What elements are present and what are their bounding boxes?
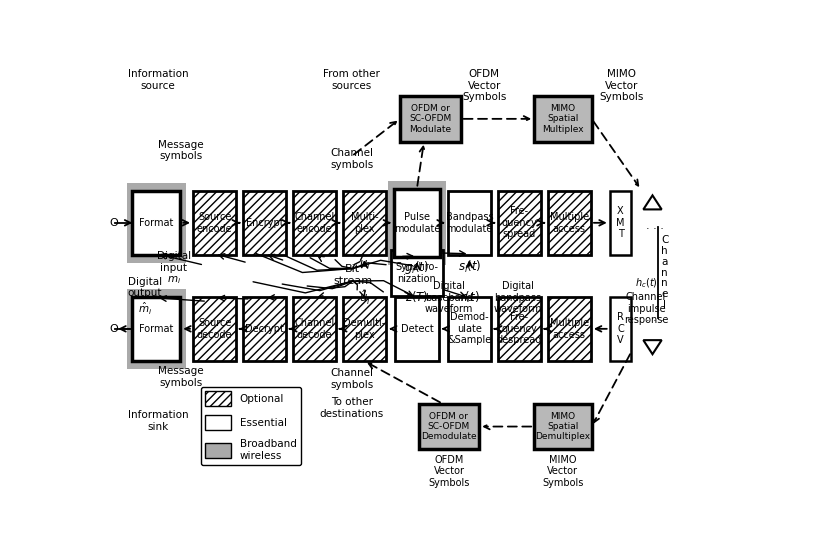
Text: Source
encode: Source encode	[197, 212, 232, 234]
Text: Demod-
ulate
&Sample: Demod- ulate &Sample	[448, 312, 491, 346]
Text: Synchro-
nization: Synchro- nization	[396, 262, 439, 284]
Text: Fre-
quency
despread: Fre- quency despread	[496, 312, 542, 346]
Polygon shape	[643, 195, 662, 210]
Text: MIMO
Spatial
Multiplex: MIMO Spatial Multiplex	[542, 104, 584, 134]
Text: $r(t)$: $r(t)$	[459, 289, 479, 305]
Bar	[497, 191, 541, 255]
Text: Information
source: Information source	[127, 69, 188, 91]
Text: Message
symbols: Message symbols	[158, 140, 203, 161]
Text: Detect: Detect	[401, 324, 434, 334]
Bar	[497, 296, 541, 361]
Text: $\hat{u}_i$: $\hat{u}_i$	[358, 289, 370, 307]
Bar	[497, 191, 541, 255]
Bar	[394, 188, 440, 257]
Legend: Optional, Essential, Broadband
wireless: Optional, Essential, Broadband wireless	[202, 387, 301, 465]
Bar	[395, 296, 439, 361]
Text: Multiple
access: Multiple access	[550, 212, 589, 234]
Text: $s_i(t)$: $s_i(t)$	[458, 259, 482, 275]
Text: Source
decode: Source decode	[197, 318, 232, 340]
Text: Digital
output
$\hat{m}_i$: Digital output $\hat{m}_i$	[127, 277, 162, 317]
Text: OFDM or
SC-OFDM
Modulate: OFDM or SC-OFDM Modulate	[409, 104, 452, 134]
Bar	[610, 296, 631, 361]
Text: $z(T)$: $z(T)$	[405, 289, 429, 305]
Bar	[292, 296, 336, 361]
Bar	[192, 191, 236, 255]
Text: Information
sink: Information sink	[127, 410, 188, 431]
Bar	[392, 250, 443, 295]
Bar	[534, 404, 591, 449]
Text: O: O	[110, 324, 118, 334]
Bar	[400, 96, 461, 141]
Bar	[292, 296, 336, 361]
Bar	[343, 296, 387, 361]
Text: Decrypt: Decrypt	[245, 324, 284, 334]
Text: Demulti-
plex: Demulti- plex	[344, 318, 386, 340]
Text: Pulse
modulate: Pulse modulate	[394, 212, 440, 234]
Text: Bit
stream: Bit stream	[334, 264, 373, 286]
Bar	[448, 296, 491, 361]
Text: Channel
symbols: Channel symbols	[330, 368, 373, 390]
Text: · · ·: · · ·	[646, 224, 664, 234]
Bar	[548, 191, 591, 255]
Text: Multi-
plex: Multi- plex	[350, 212, 378, 234]
Text: From other
sources: From other sources	[323, 69, 380, 91]
Text: MIMO
Vector
Symbols: MIMO Vector Symbols	[542, 455, 583, 488]
Text: To other
destinations: To other destinations	[320, 397, 384, 419]
Bar	[243, 296, 287, 361]
Text: R
C
V: R C V	[617, 312, 624, 346]
Bar	[292, 191, 336, 255]
Text: O: O	[110, 218, 118, 228]
Text: Message
symbols: Message symbols	[158, 366, 203, 388]
Bar	[343, 191, 387, 255]
Bar	[548, 296, 591, 361]
Text: $u_i$: $u_i$	[358, 259, 370, 272]
Bar	[126, 289, 186, 368]
Text: $h_c(t)$
Channel
impulse
response: $h_c(t)$ Channel impulse response	[624, 277, 668, 325]
Bar	[548, 296, 591, 361]
Text: Encrypt: Encrypt	[246, 218, 283, 228]
Bar	[243, 296, 287, 361]
Text: Digital
baseband
waveform: Digital baseband waveform	[425, 281, 473, 314]
Bar	[192, 296, 236, 361]
Text: OFDM
Vector
Symbols: OFDM Vector Symbols	[428, 455, 470, 488]
Bar	[243, 191, 287, 255]
Text: OFDM
Vector
Symbols: OFDM Vector Symbols	[462, 69, 506, 102]
Text: MIMO
Vector
Symbols: MIMO Vector Symbols	[600, 69, 644, 102]
Polygon shape	[643, 340, 662, 354]
Text: Format: Format	[140, 324, 173, 334]
Bar	[419, 404, 479, 449]
Bar	[132, 296, 180, 361]
Text: OFDM or
SC-OFDM
Demodulate: OFDM or SC-OFDM Demodulate	[421, 411, 477, 441]
Text: Fre-
quency
spread: Fre- quency spread	[501, 206, 537, 239]
Bar	[343, 296, 387, 361]
Text: Multiple
access: Multiple access	[550, 318, 589, 340]
Bar	[243, 191, 287, 255]
Text: X
M
T: X M T	[616, 206, 624, 239]
Bar	[548, 191, 591, 255]
Text: Channel
symbols: Channel symbols	[330, 148, 373, 170]
Bar	[192, 191, 236, 255]
Bar	[448, 191, 491, 255]
Bar	[343, 191, 387, 255]
Bar	[497, 296, 541, 361]
Text: Format: Format	[140, 218, 173, 228]
Text: Channel
decode: Channel decode	[294, 318, 335, 340]
Text: Channel
encode: Channel encode	[294, 212, 335, 234]
Bar	[388, 181, 446, 265]
Text: $g_i(t)$: $g_i(t)$	[405, 259, 430, 275]
Text: Digital
input
$m_i$: Digital input $m_i$	[157, 251, 191, 286]
Bar	[192, 296, 236, 361]
Bar	[534, 96, 591, 141]
Text: MIMO
Spatial
Demultiplex: MIMO Spatial Demultiplex	[535, 411, 591, 441]
Bar	[126, 183, 186, 262]
Bar	[132, 191, 180, 255]
Text: · · ·: · · ·	[646, 315, 664, 326]
Text: C
h
a
n
n
e
l: C h a n n e l	[661, 235, 668, 310]
Text: Bandpass
modulate: Bandpass modulate	[445, 212, 493, 234]
Text: Digital
bandpass
waveform: Digital bandpass waveform	[494, 281, 542, 314]
Bar	[292, 191, 336, 255]
Bar	[610, 191, 631, 255]
